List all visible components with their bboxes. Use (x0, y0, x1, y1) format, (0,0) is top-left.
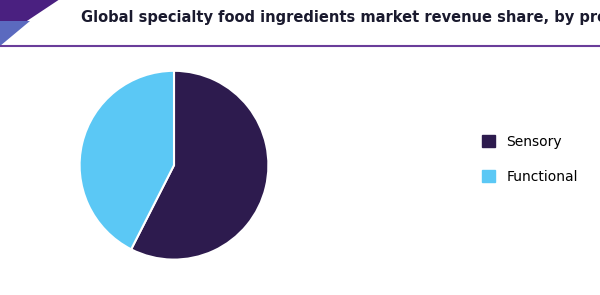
Polygon shape (0, 21, 29, 46)
Polygon shape (0, 0, 59, 46)
Wedge shape (80, 71, 174, 249)
Legend: Sensory, Functional: Sensory, Functional (482, 135, 578, 184)
Wedge shape (131, 71, 268, 260)
Text: Global specialty food ingredients market revenue share, by product type, 2016 (%: Global specialty food ingredients market… (81, 10, 600, 25)
